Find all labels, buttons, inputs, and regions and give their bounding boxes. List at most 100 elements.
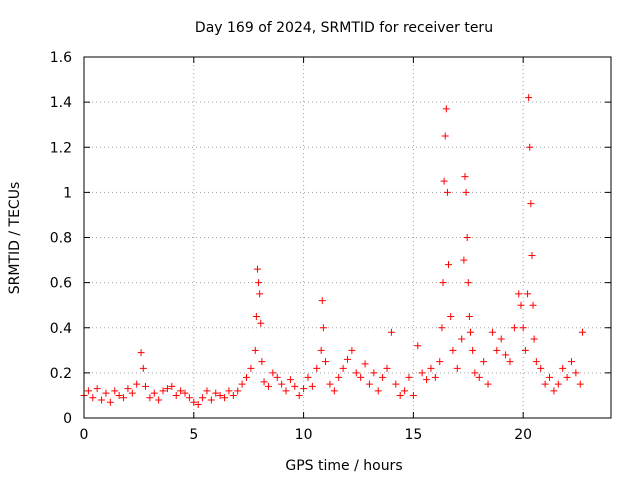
data-point bbox=[537, 364, 545, 372]
data-point bbox=[352, 369, 360, 377]
data-point bbox=[464, 279, 472, 287]
data-point bbox=[190, 398, 198, 406]
data-point bbox=[344, 355, 351, 363]
y-tick-label: 0.4 bbox=[50, 321, 72, 337]
data-point bbox=[84, 387, 92, 395]
x-tick-label: 20 bbox=[514, 427, 532, 443]
axis-tick-labels: 0 5 10 15 20 0 0.2 0.4 0.6 0.8 1 1.2 1.4 1.6 bbox=[50, 50, 532, 443]
data-point bbox=[300, 385, 308, 393]
data-point bbox=[304, 373, 312, 381]
data-point bbox=[339, 364, 347, 372]
data-point bbox=[212, 389, 220, 397]
data-point bbox=[550, 387, 558, 395]
data-point bbox=[221, 394, 229, 402]
data-point bbox=[146, 394, 154, 402]
data-point bbox=[102, 389, 110, 397]
data-point bbox=[278, 380, 286, 388]
y-axis-title: SRMTID / TECUs bbox=[7, 182, 23, 295]
data-point bbox=[458, 335, 466, 343]
data-point bbox=[484, 380, 492, 388]
data-point bbox=[525, 94, 533, 102]
data-point bbox=[251, 346, 259, 354]
data-point bbox=[567, 358, 575, 366]
grid-lines bbox=[84, 57, 611, 418]
data-point bbox=[480, 358, 488, 366]
data-point bbox=[120, 394, 128, 402]
data-point bbox=[155, 396, 163, 404]
data-point bbox=[318, 297, 326, 305]
data-point bbox=[387, 328, 395, 336]
data-point bbox=[439, 279, 447, 287]
axis-ticks bbox=[83, 56, 611, 419]
data-point bbox=[529, 301, 537, 309]
data-point bbox=[326, 380, 334, 388]
data-point bbox=[436, 358, 444, 366]
data-point bbox=[194, 400, 202, 408]
data-point bbox=[322, 358, 330, 366]
data-point bbox=[488, 328, 496, 336]
x-axis-title: GPS time / hours bbox=[285, 458, 402, 474]
data-point bbox=[461, 173, 469, 181]
data-point bbox=[111, 387, 119, 395]
data-point bbox=[207, 396, 215, 404]
data-point bbox=[401, 387, 409, 395]
data-point bbox=[93, 385, 101, 393]
y-tick-label: 1.2 bbox=[50, 140, 72, 156]
data-series-srmtid bbox=[80, 94, 586, 408]
x-tick-label: 5 bbox=[189, 427, 198, 443]
data-point bbox=[527, 200, 535, 208]
data-point bbox=[370, 369, 378, 377]
data-point bbox=[137, 349, 145, 357]
data-point bbox=[229, 391, 237, 399]
data-point bbox=[172, 391, 180, 399]
data-point bbox=[392, 380, 400, 388]
data-point bbox=[255, 279, 263, 287]
data-point bbox=[313, 364, 321, 372]
data-point bbox=[517, 301, 525, 309]
data-point bbox=[453, 364, 461, 372]
data-point bbox=[427, 364, 435, 372]
data-point bbox=[447, 312, 455, 320]
data-point bbox=[409, 391, 417, 399]
data-point bbox=[572, 369, 580, 377]
data-point bbox=[348, 346, 356, 354]
chart-title: Day 169 of 2024, SRMTID for receiver ter… bbox=[195, 20, 493, 36]
data-point bbox=[286, 376, 294, 384]
data-point bbox=[335, 373, 343, 381]
data-point bbox=[532, 358, 540, 366]
y-tick-label: 1.4 bbox=[50, 95, 72, 111]
data-point bbox=[443, 188, 451, 196]
data-point bbox=[273, 373, 281, 381]
x-tick-label: 0 bbox=[80, 427, 89, 443]
data-point bbox=[559, 364, 567, 372]
data-point bbox=[256, 290, 264, 298]
data-point bbox=[282, 387, 290, 395]
data-point bbox=[361, 360, 369, 368]
data-point bbox=[141, 382, 149, 390]
data-point bbox=[576, 380, 584, 388]
data-point bbox=[396, 391, 404, 399]
data-point bbox=[168, 382, 176, 390]
y-tick-label: 0.8 bbox=[50, 231, 72, 247]
data-point bbox=[150, 389, 158, 397]
data-point bbox=[554, 380, 562, 388]
data-point bbox=[216, 391, 224, 399]
data-point bbox=[98, 396, 106, 404]
data-point bbox=[234, 387, 242, 395]
data-point bbox=[528, 252, 536, 260]
x-tick-label: 10 bbox=[295, 427, 313, 443]
data-point bbox=[253, 265, 261, 273]
y-tick-label: 1 bbox=[63, 185, 72, 201]
data-point bbox=[519, 324, 527, 332]
data-point bbox=[291, 382, 299, 390]
data-point bbox=[128, 389, 136, 397]
data-point bbox=[308, 382, 316, 390]
data-point bbox=[139, 364, 147, 372]
data-point bbox=[365, 380, 373, 388]
data-point bbox=[438, 324, 446, 332]
data-point bbox=[124, 385, 132, 393]
data-point bbox=[181, 389, 189, 397]
data-point bbox=[405, 373, 413, 381]
data-point bbox=[418, 369, 426, 377]
